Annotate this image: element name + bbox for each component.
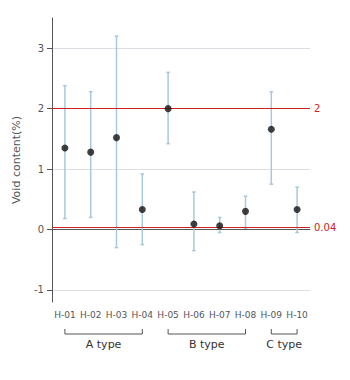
svg-text:B type: B type (189, 338, 225, 351)
svg-text:2: 2 (314, 103, 320, 114)
svg-text:H-01: H-01 (54, 310, 75, 320)
svg-text:H-04: H-04 (132, 310, 154, 320)
svg-text:-1: -1 (34, 284, 44, 295)
svg-text:H-03: H-03 (106, 310, 127, 320)
svg-text:0: 0 (38, 224, 44, 235)
svg-text:A type: A type (86, 338, 122, 351)
svg-text:H-05: H-05 (157, 310, 178, 320)
svg-text:H-08: H-08 (235, 310, 257, 320)
svg-text:Void content(%): Void content(%) (10, 116, 23, 204)
svg-text:H-10: H-10 (286, 310, 308, 320)
svg-text:H-09: H-09 (261, 310, 283, 320)
svg-text:H-07: H-07 (209, 310, 230, 320)
svg-text:C type: C type (266, 338, 302, 351)
svg-text:3: 3 (38, 43, 44, 54)
svg-text:1: 1 (38, 164, 44, 175)
svg-text:2: 2 (38, 103, 44, 114)
svg-text:H-02: H-02 (80, 310, 101, 320)
svg-text:0.04: 0.04 (314, 222, 336, 233)
svg-text:H-06: H-06 (183, 310, 205, 320)
